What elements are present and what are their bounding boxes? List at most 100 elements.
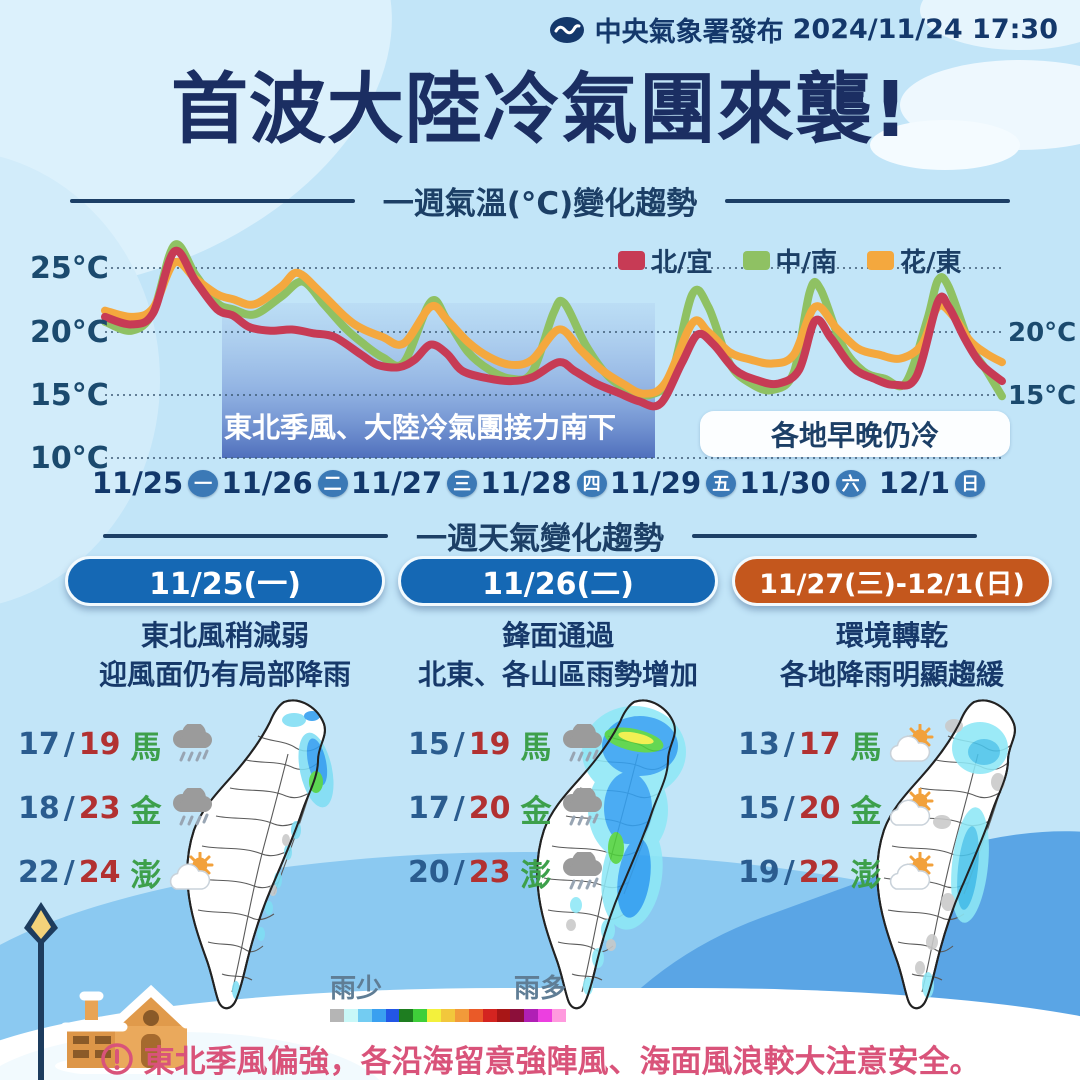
annotation-cold-air: 東北季風、大陸冷氣團接力南下: [223, 411, 616, 444]
island-name: 澎: [130, 857, 162, 894]
low-temp: 20: [408, 854, 450, 890]
x-tick-11/28: 11/28 四: [479, 466, 609, 500]
partly-sunny-icon: [889, 788, 934, 827]
temp-separator: /: [63, 790, 75, 826]
island-row-金: 18/23 金: [18, 776, 215, 840]
legend-item-north: 北/宜: [618, 242, 713, 279]
rain-icon: [561, 788, 604, 826]
high-temp: 23: [468, 854, 511, 890]
rain-scale-cell: [441, 1009, 455, 1022]
weekly-temperature-chart: 25°C 20°C 15°C 10°C 20°C 15°C 北/宜 中/南 花/…: [30, 228, 1076, 518]
low-temp: 19: [738, 854, 780, 890]
weekday-badge: 六: [835, 469, 866, 497]
rain-scale-cell: [538, 1009, 552, 1022]
rain-scale-cell: [385, 1009, 400, 1022]
legend-swatch: [742, 251, 770, 270]
rain-overlay: [915, 719, 1008, 998]
rain-icon: [561, 724, 604, 762]
rain-scale-cell: [413, 1009, 428, 1022]
series-line-花/東: [101, 257, 1006, 398]
rain-overlay: [232, 711, 334, 999]
low-temp: 18: [18, 790, 60, 826]
island-temps-1126: 15/19 馬 17/20 金 20/23 澎: [408, 712, 605, 904]
low-temp: 15: [738, 790, 780, 826]
temp-separator: /: [63, 726, 75, 762]
rain-icon: [561, 852, 604, 890]
forecast-column-1125: 11/25(一) 東北風稍減弱 迎風面仍有局部降雨: [65, 556, 385, 694]
low-temp: 15: [408, 726, 450, 762]
temperature-line-plot: [101, 240, 1006, 459]
annotation-cold-mornings: 各地早晚仍冷: [700, 411, 1010, 457]
warning-text: 東北季風偏強，各沿海留意強陣風、海面風浪較大注意安全。: [143, 1044, 981, 1080]
forecast-description: 東北風稍減弱 迎風面仍有局部降雨: [98, 619, 351, 691]
rain-scale-cell: [399, 1009, 414, 1022]
low-temp: 22: [18, 854, 60, 890]
x-tick-11/29: 11/29 五: [608, 466, 738, 500]
x-tick-date: 11/26: [221, 466, 313, 500]
island-name: 馬: [850, 729, 882, 766]
rain-scale-cell: [552, 1009, 566, 1022]
x-tick-11/27: 11/27 三: [349, 466, 479, 500]
temp-section-divider: 一週氣溫(°C)變化趨勢: [0, 178, 1080, 223]
weekday-badge: 二: [317, 469, 348, 497]
rain-scale-cell: [357, 1009, 372, 1022]
cloud-decoration: [870, 120, 1020, 170]
temperature-series: [101, 240, 1006, 411]
high-temp: 19: [78, 726, 121, 762]
rain-scale-cell: [427, 1009, 441, 1022]
ytick-20: 20°C: [30, 315, 109, 350]
publish-datetime: 2024/11/24 17:30: [792, 14, 1058, 45]
header: 中央氣象署發布 2024/11/24 17:30: [548, 10, 1058, 49]
x-tick-date: 11/28: [480, 466, 572, 500]
x-tick-11/25: 11/25 一: [90, 466, 220, 500]
forecast-column-1126: 11/26(二) 鋒面通過 北東、各山區雨勢增加: [398, 556, 718, 694]
warning-banner: 東北季風偏強，各沿海留意強陣風、海面風浪較大注意安全。: [0, 1036, 1080, 1080]
date-pill: 11/27(三)-12/1(日): [732, 556, 1052, 606]
weekday-badge: 四: [576, 469, 607, 497]
island-name: 澎: [520, 857, 552, 894]
island-name: 金: [130, 793, 162, 830]
island-name: 金: [520, 793, 552, 830]
x-tick-date: 11/29: [609, 466, 702, 500]
rainfall-map-1125: [186, 699, 334, 1010]
rainfall-legend: 雨少 雨多: [330, 968, 566, 1022]
rain-scale-cell: [524, 1009, 539, 1022]
rain-scale-cell: [482, 1009, 497, 1022]
forecast-description: 鋒面通過 北東、各山區雨勢增加: [417, 619, 698, 691]
x-tick-11/26: 11/26 二: [220, 466, 350, 500]
x-tick-date: 11/27: [350, 466, 443, 500]
island-row-金: 15/20 金: [738, 776, 935, 840]
x-tick-date: 11/30: [739, 466, 831, 500]
agency-name: 中央氣象署發布: [594, 17, 784, 48]
temp-section-title: 一週氣溫(°C)變化趨勢: [382, 186, 698, 222]
island-name: 澎: [850, 857, 882, 894]
island-name: 金: [850, 793, 882, 830]
rain-scale-cell: [468, 1009, 483, 1022]
island-row-金: 17/20 金: [408, 776, 605, 840]
high-temp: 19: [468, 726, 511, 762]
forecast-column-1127-1201: 11/27(三)-12/1(日) 環境轉乾 各地降雨明顯趨緩: [732, 556, 1052, 694]
weekly-section-divider: 一週天氣變化趨勢: [0, 513, 1080, 558]
rain-more-label: 雨多: [513, 974, 566, 1004]
legend-swatch: [867, 251, 894, 270]
island-name: 馬: [130, 729, 162, 766]
high-temp: 23: [78, 790, 121, 826]
island-row-馬: 15/19 馬: [408, 712, 605, 776]
island-row-馬: 13/17 馬: [738, 712, 935, 776]
rain-scale-cell: [454, 1009, 469, 1022]
rainfall-color-scale: [330, 1009, 566, 1022]
legend-swatch: [618, 251, 645, 270]
rain-icon: [171, 724, 214, 762]
rain-scale-cell: [371, 1009, 386, 1022]
temp-separator: /: [453, 726, 465, 762]
divider-line: [69, 198, 355, 203]
legend-label: 北/宜: [651, 248, 713, 278]
high-temp: 17: [798, 726, 841, 762]
ytick-right-20: 20°C: [1008, 318, 1077, 348]
rainfall-map-1126: [536, 699, 686, 1010]
low-temp: 17: [18, 726, 60, 762]
rain-scale-cell: [330, 1009, 344, 1022]
street-lamp-illustration: [24, 902, 58, 1080]
island-row-澎: 20/23 澎: [408, 840, 605, 904]
